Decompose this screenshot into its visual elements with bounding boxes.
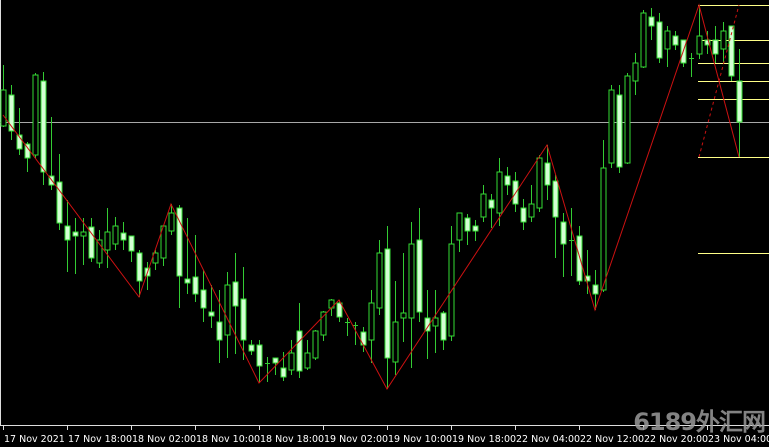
bear-candle: [136, 252, 143, 282]
bear-candle: [64, 225, 71, 241]
bear-candle: [504, 175, 511, 186]
bear-candle: [216, 321, 223, 341]
bull-candle: [600, 167, 607, 291]
bull-candle: [288, 352, 295, 371]
bear-candle: [256, 344, 263, 367]
bull-candle: [392, 321, 399, 363]
bear-candle: [200, 289, 207, 309]
bull-candle: [376, 252, 383, 309]
bull-candle: [432, 317, 439, 327]
bear-candle: [16, 134, 23, 150]
bear-candle: [176, 207, 183, 277]
bear-candle: [464, 217, 471, 232]
bull-candle: [480, 193, 487, 218]
x-tick-label: 17 Nov 2021: [4, 434, 65, 445]
bear-candle: [440, 312, 447, 341]
bear-candle: [336, 302, 343, 318]
bull-candle: [400, 312, 407, 319]
bear-candle: [240, 298, 247, 341]
bull-candle: [640, 12, 647, 68]
bear-candle: [120, 232, 127, 241]
bear-candle: [232, 281, 239, 307]
bull-candle: [0, 89, 7, 127]
bear-candle: [616, 94, 623, 168]
bull-candle: [104, 231, 111, 251]
bear-candle: [728, 25, 735, 77]
bear-candle: [72, 231, 79, 237]
bull-candle: [32, 74, 39, 156]
zigzag-line: [2, 3, 740, 390]
bear-candle: [248, 344, 255, 352]
bear-candle: [736, 80, 743, 123]
bear-candle: [40, 80, 47, 173]
bear-candle: [184, 278, 191, 284]
x-tick-label: 18 Nov 18:00: [260, 434, 324, 445]
bull-candle: [720, 30, 727, 50]
bull-candle: [80, 231, 87, 237]
bull-candle: [528, 203, 535, 218]
bull-candle: [536, 157, 543, 209]
bull-candle: [632, 62, 639, 82]
bear-candle: [280, 367, 287, 378]
x-tick-label: 23 Nov 04:00: [708, 434, 769, 445]
bull-candle: [96, 239, 103, 264]
bull-candle: [112, 225, 119, 245]
bear-candle: [208, 311, 215, 317]
x-tick-label: 22 Nov 12:00: [580, 434, 644, 445]
watermark-logo: 6189外汇网: [633, 408, 766, 436]
bear-candle: [520, 207, 527, 223]
bear-candle: [88, 226, 95, 259]
bull-candle: [368, 302, 375, 341]
bull-candle: [664, 30, 671, 50]
bull-candle: [328, 299, 335, 309]
bear-candle: [416, 239, 423, 313]
x-tick-label: 19 Nov 10:00: [388, 434, 452, 445]
x-tick-label: 18 Nov 10:00: [196, 434, 260, 445]
bull-candle: [608, 89, 615, 164]
bull-candle: [224, 284, 231, 336]
bear-candle: [296, 330, 303, 372]
bull-candle: [152, 252, 159, 264]
x-tick-label: 18 Nov 02:00: [132, 434, 196, 445]
bull-candle: [624, 75, 631, 164]
bear-candle: [488, 199, 495, 209]
x-tick-label: 22 Nov 20:00: [644, 434, 708, 445]
bear-candle: [672, 35, 679, 46]
bear-candle: [8, 94, 15, 132]
bear-candle: [560, 221, 567, 245]
bull-candle: [312, 330, 319, 359]
bull-candle: [168, 212, 175, 232]
bear-candle: [592, 284, 599, 295]
bear-candle: [192, 276, 199, 295]
bear-candle: [584, 275, 591, 282]
bear-candle: [704, 39, 711, 46]
bear-candle: [544, 162, 551, 186]
bear-candle: [552, 180, 559, 218]
bull-candle: [496, 171, 503, 214]
x-tick-label: 19 Nov 02:00: [324, 434, 388, 445]
x-tick-label: 19 Nov 18:00: [452, 434, 516, 445]
bull-candle: [408, 243, 415, 319]
bear-candle: [56, 181, 63, 224]
bear-candle: [656, 21, 663, 59]
bear-candle: [472, 225, 479, 232]
bear-candle: [712, 39, 719, 55]
bear-candle: [272, 357, 279, 364]
bull-candle: [304, 352, 311, 369]
bear-candle: [384, 248, 391, 359]
bull-candle: [696, 35, 703, 55]
bear-candle: [424, 317, 431, 332]
x-tick-label: 22 Nov 04:00: [516, 434, 580, 445]
bear-candle: [648, 16, 655, 27]
x-tick-label: 17 Nov 18:00: [68, 434, 132, 445]
bull-candle: [456, 212, 463, 241]
bull-candle: [320, 311, 327, 336]
fibonacci-dashed-line: [698, 4, 740, 158]
bear-candle: [128, 235, 135, 252]
